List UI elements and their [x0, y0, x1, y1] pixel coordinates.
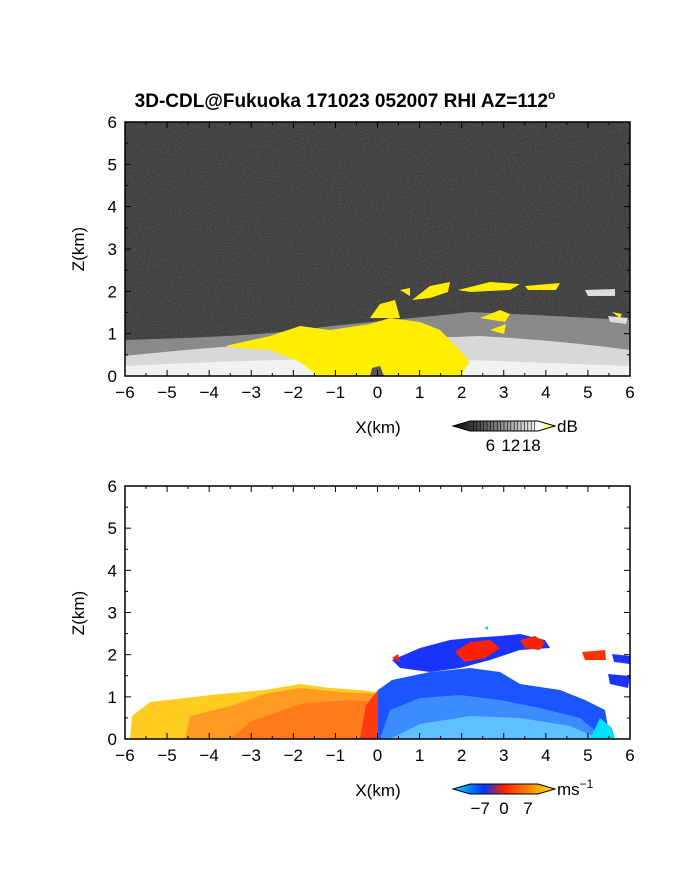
colorbar-tick-label: −7 [471, 799, 490, 818]
y-tick-label: 6 [108, 113, 117, 132]
x-tick-label: −5 [157, 746, 176, 765]
y-tick-label: 6 [108, 477, 117, 496]
backscatter-colorbar-ticks: 6 12 18 [473, 421, 541, 455]
doppler-panel: −6 −5 −4 −3 −2 −1 0 1 2 3 4 5 6 0 1 2 3 4 5 6 X(km) Z(km) −… [69, 477, 635, 818]
doppler-heatmap [125, 486, 630, 739]
backscatter-xlabel: X(km) [355, 418, 400, 437]
colorbar-tick-label: 6 [486, 436, 495, 455]
x-tick-label: 2 [457, 383, 466, 402]
x-tick-label: −3 [242, 746, 261, 765]
y-tick-label: 1 [108, 688, 117, 707]
y-tick-label: 4 [108, 198, 117, 217]
x-tick-label: 6 [625, 383, 634, 402]
x-tick-label: −3 [242, 383, 261, 402]
y-tick-label: 2 [108, 282, 117, 301]
x-tick-label: 3 [499, 383, 508, 402]
colorbar-tick-label: 0 [499, 799, 508, 818]
x-tick-label: 0 [373, 383, 382, 402]
x-tick-label: 0 [373, 746, 382, 765]
x-tick-label: 4 [541, 383, 550, 402]
y-tick-label: 1 [108, 325, 117, 344]
backscatter-axis-ticks: −6 −5 −4 −3 −2 −1 0 1 2 3 4 5 6 0 1 2 3 4 5 6 [108, 113, 635, 402]
y-tick-label: 2 [108, 646, 117, 665]
y-tick-label: 5 [108, 155, 117, 174]
y-tick-label: 4 [108, 561, 117, 580]
x-tick-label: −6 [115, 383, 134, 402]
y-tick-label: 5 [108, 519, 117, 538]
x-tick-label: −4 [199, 383, 218, 402]
x-tick-label: 5 [583, 746, 592, 765]
x-tick-label: 6 [625, 746, 634, 765]
doppler-colorbar-ticks: −7 0 7 [471, 799, 533, 818]
doppler-axis-ticks: −6 −5 −4 −3 −2 −1 0 1 2 3 4 5 6 0 1 2 3 4 5 6 [108, 477, 635, 765]
colorbar-tick-label: 18 [522, 436, 541, 455]
x-tick-label: 3 [499, 746, 508, 765]
y-tick-label: 0 [108, 730, 117, 749]
colorbar-tick-label: 7 [523, 799, 532, 818]
doppler-colorbar-bar [451, 783, 557, 795]
backscatter-ylabel: Z(km) [69, 227, 88, 271]
x-tick-label: −1 [326, 746, 345, 765]
x-tick-label: 4 [541, 746, 550, 765]
figure-title: 3D-CDL@Fukuoka 171023 052007 RHI AZ=112o [135, 88, 556, 112]
doppler-colorbar-unit: ms−1 [557, 777, 594, 799]
x-tick-label: −2 [284, 383, 303, 402]
x-tick-label: −5 [157, 383, 176, 402]
y-tick-label: 0 [108, 367, 117, 386]
x-tick-label: 2 [457, 746, 466, 765]
x-tick-label: −6 [115, 746, 134, 765]
backscatter-colorbar: 6 12 18 dB [451, 417, 578, 455]
x-tick-label: −1 [326, 383, 345, 402]
doppler-ylabel: Z(km) [69, 591, 88, 635]
x-tick-label: 1 [415, 383, 424, 402]
doppler-colorbar: −7 0 7 ms−1 [451, 777, 594, 818]
backscatter-heatmap [125, 122, 630, 376]
x-tick-label: −2 [284, 746, 303, 765]
x-tick-label: 5 [583, 383, 592, 402]
y-tick-label: 3 [108, 604, 117, 623]
x-tick-label: −4 [199, 746, 218, 765]
backscatter-colorbar-unit: dB [557, 417, 578, 436]
colorbar-tick-label: 12 [501, 436, 520, 455]
x-tick-label: 1 [415, 746, 424, 765]
doppler-xlabel: X(km) [355, 781, 400, 800]
y-tick-label: 3 [108, 240, 117, 259]
